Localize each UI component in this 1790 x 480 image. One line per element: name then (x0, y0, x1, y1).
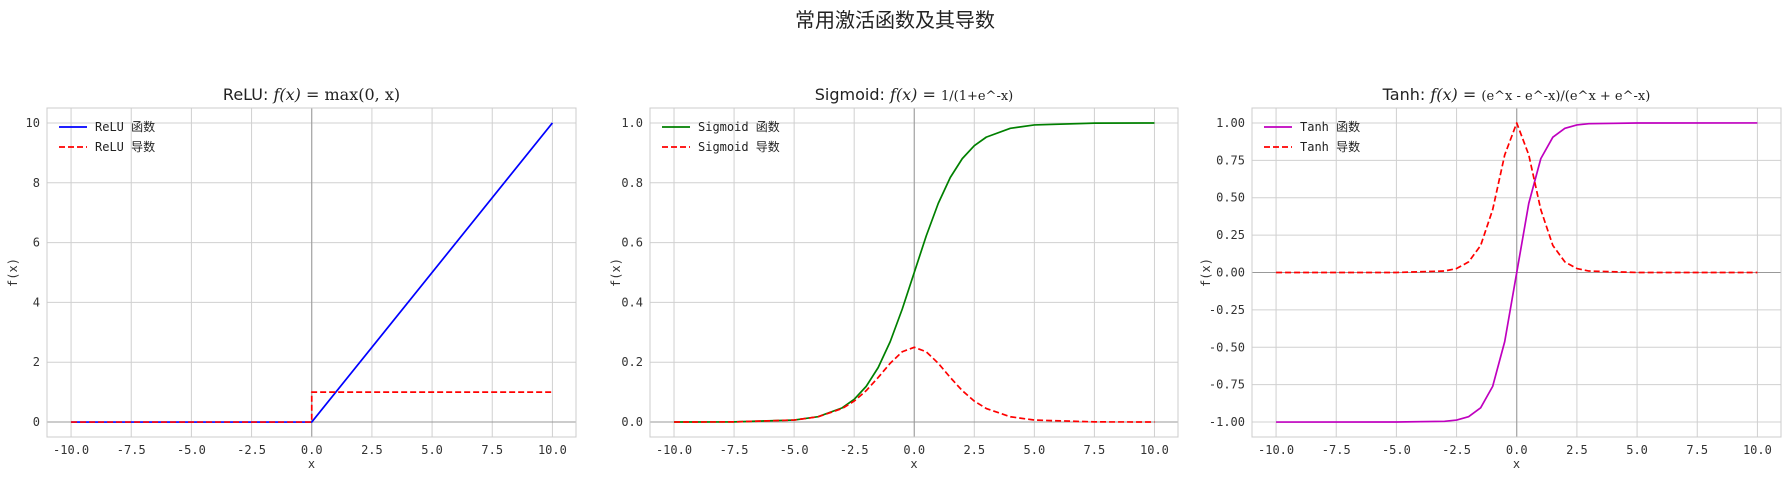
x-axis-label: x (1513, 457, 1520, 471)
panel-title-fx: f(x) = (1429, 85, 1481, 104)
panel-title-prefix: ReLU: (223, 85, 274, 104)
x-tick-label: 5.0 (421, 443, 443, 457)
y-tick-label: 0.2 (621, 355, 643, 369)
panel-title-formula: 1/(1+e^-x) (941, 89, 1013, 104)
x-tick-label: -5.0 (1382, 443, 1411, 457)
panel-title-fx: f(x) = (889, 85, 941, 104)
y-tick-label: 1.0 (621, 116, 643, 130)
y-tick-label: 0.00 (1216, 266, 1245, 280)
legend-label: Tanh 导数 (1300, 139, 1360, 154)
function-line (1276, 122, 1758, 423)
x-tick-label: -7.5 (117, 443, 146, 457)
x-tick-label: 2.5 (963, 443, 985, 457)
y-tick-label: 10 (26, 116, 40, 130)
y-tick-label: 0.4 (621, 295, 643, 309)
sigmoid-panel: -10.0 -7.5 -5.0 -2.5 0.0 2.5 5.0 7.5 10.0 0.0 0.2 0… (609, 85, 1179, 471)
x-tick-label: 7.5 (1686, 443, 1708, 457)
x-tick-label: 0.0 (1506, 443, 1528, 457)
x-tick-label: 5.0 (1626, 443, 1648, 457)
x-tick-label: 0.0 (301, 443, 323, 457)
x-tick-label: 10.0 (1140, 443, 1169, 457)
panel-title: Sigmoid: f(x) = 1/(1+e^-x) (815, 85, 1014, 104)
x-tick-label: -5.0 (780, 443, 809, 457)
x-tick-label: -2.5 (840, 443, 869, 457)
x-tick-label: 10.0 (1743, 443, 1772, 457)
y-tick-label: 2 (33, 355, 40, 369)
y-tick-label: 0.6 (621, 236, 643, 250)
y-tick-label: 0.25 (1216, 228, 1245, 242)
y-tick-label: -0.75 (1209, 378, 1245, 392)
x-tick-label: 7.5 (1084, 443, 1106, 457)
x-tick-label: 2.5 (361, 443, 383, 457)
plot-frame (1251, 107, 1782, 438)
x-tick-label: 7.5 (481, 443, 503, 457)
y-tick-label: 0.75 (1216, 153, 1245, 167)
x-tick-label: -7.5 (720, 443, 749, 457)
figure-title: 常用激活函数及其导数 (795, 8, 995, 32)
y-tick-label: 0.50 (1216, 191, 1245, 205)
y-tick-label: 1.00 (1216, 116, 1245, 130)
panel-title-prefix: Sigmoid: (815, 85, 890, 104)
y-tick-label: 0.0 (621, 415, 643, 429)
panel-title: ReLU: f(x) = max(0, x) (223, 85, 400, 104)
panel-title: Tanh: f(x) = (e^x - e^-x)/(e^x + e^-x) (1382, 85, 1651, 104)
derivative-line (674, 346, 1155, 423)
legend-label: ReLU 函数 (95, 119, 155, 134)
x-tick-label: 2.5 (1566, 443, 1588, 457)
y-axis-label: f(x) (6, 258, 20, 287)
panel-title-fx: f(x) = (272, 85, 324, 104)
function-line (674, 122, 1155, 423)
tanh-panel: -10.0 -7.5 -5.0 -2.5 0.0 2.5 5.0 7.5 10.0 -1.00 -0… (1199, 85, 1782, 471)
derivative-line (71, 391, 553, 423)
y-axis-label: f(x) (1199, 258, 1213, 287)
y-axis-label: f(x) (609, 258, 623, 287)
x-tick-label: -7.5 (1322, 443, 1351, 457)
y-tick-label: 8 (33, 176, 40, 190)
legend-label: Sigmoid 导数 (698, 139, 780, 154)
x-axis-label: x (308, 457, 315, 471)
panel-title-formula: max(0, x) (324, 85, 400, 104)
y-tick-label: -0.50 (1209, 340, 1245, 354)
x-tick-label: 5.0 (1024, 443, 1046, 457)
x-tick-label: -10.0 (1258, 443, 1294, 457)
panel-title-formula: (e^x - e^-x)/(e^x + e^-x) (1481, 89, 1650, 104)
legend-label: Sigmoid 函数 (698, 119, 780, 134)
plot-frame (46, 107, 577, 438)
panel-title-prefix: Tanh: (1382, 85, 1431, 104)
derivative-line (1276, 122, 1758, 274)
x-tick-label: -10.0 (53, 443, 89, 457)
function-line (71, 122, 554, 423)
plot-frame (649, 107, 1179, 438)
y-tick-label: 0 (33, 415, 40, 429)
y-tick-label: 0.8 (621, 176, 643, 190)
y-tick-label: -0.25 (1209, 303, 1245, 317)
x-tick-label: -2.5 (237, 443, 266, 457)
legend-label: ReLU 导数 (95, 139, 155, 154)
x-tick-label: -10.0 (656, 443, 692, 457)
x-axis-label: x (910, 457, 917, 471)
relu-panel: -10.0 -7.5 -5.0 -2.5 0.0 2.5 5.0 7.5 10.0 0 2 4 6 8 10… (6, 85, 577, 471)
x-tick-label: 10.0 (538, 443, 567, 457)
y-tick-label: 4 (33, 295, 40, 309)
y-tick-label: 6 (33, 236, 40, 250)
x-tick-label: 0.0 (903, 443, 925, 457)
legend-label: Tanh 函数 (1300, 119, 1360, 134)
x-tick-label: -5.0 (177, 443, 206, 457)
x-tick-label: -2.5 (1442, 443, 1471, 457)
y-tick-label: -1.00 (1209, 415, 1245, 429)
